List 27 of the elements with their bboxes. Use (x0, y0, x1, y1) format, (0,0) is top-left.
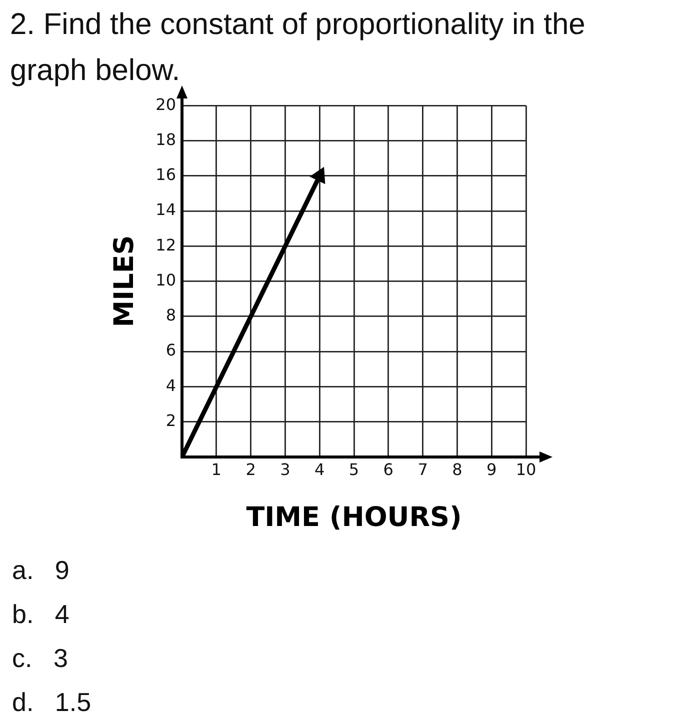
y-tick-label: 10 (156, 270, 176, 290)
x-tick-label: 5 (348, 460, 360, 479)
y-tick-label: 14 (156, 200, 176, 220)
y-tick-label: 20 (156, 94, 176, 114)
y-tick-label: 4 (166, 376, 176, 395)
y-tick-label: 16 (156, 165, 176, 184)
x-tick-label: 8 (452, 460, 462, 479)
x-tick-label: 6 (383, 460, 394, 479)
x-tick-label: 10 (516, 460, 536, 479)
y-tick-label: 2 (166, 411, 176, 430)
text: c. 3 (12, 642, 69, 675)
y-tick-label: 6 (166, 340, 176, 360)
text: a. 9 (12, 554, 70, 587)
y-tick-label: 8 (166, 306, 176, 325)
x-axis-title: TIME (HOURS) (246, 502, 462, 533)
text: d. 1.5 (12, 686, 92, 719)
x-tick-label: 4 (314, 460, 325, 479)
y-tick-label: 12 (156, 235, 176, 254)
chart-title: 2. Find the constant of proportionality in the graph below. (10, 7, 586, 89)
x-tick-label: 3 (280, 460, 290, 479)
y-axis-title: MILES (109, 235, 140, 328)
y-tick-label: 18 (156, 130, 176, 149)
x-tick-label: 1 (211, 460, 222, 479)
text: b. 4 (12, 598, 70, 631)
x-tick-label: 7 (418, 460, 428, 479)
x-tick-label: 2 (246, 460, 256, 479)
x-tick-label: 9 (486, 460, 497, 479)
